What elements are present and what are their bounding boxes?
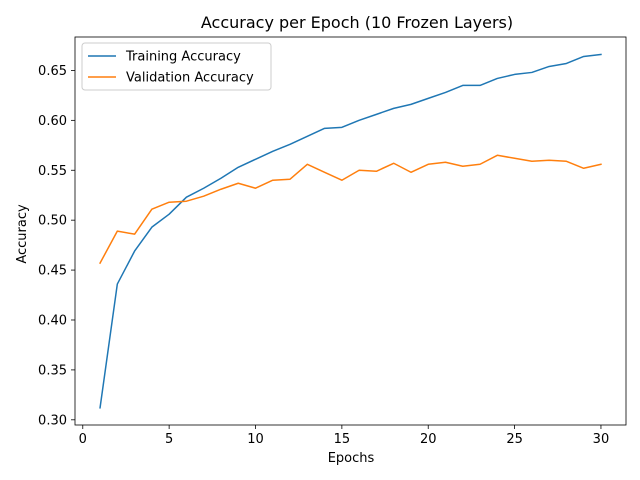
series-line-training-accuracy (99, 53, 602, 409)
y-tick-label: 0.30 (38, 413, 67, 428)
series-line-validation-accuracy (99, 154, 602, 265)
x-tick-label: 0 (79, 432, 87, 447)
plot-frame (74, 36, 627, 426)
x-tick-label: 10 (247, 432, 264, 447)
y-tick-label: 0.35 (38, 363, 67, 378)
y-tick-label: 0.65 (38, 64, 67, 79)
y-axis-label: Accuracy (15, 204, 30, 264)
y-tick-label: 0.60 (38, 114, 67, 129)
x-tick-label: 5 (165, 432, 173, 447)
x-tick-label: 15 (334, 432, 351, 447)
x-tick-label: 30 (593, 432, 610, 447)
y-tick-label: 0.55 (38, 164, 67, 179)
x-tick-label: 25 (506, 432, 523, 447)
y-tick-label: 0.40 (38, 313, 67, 328)
legend-box (81, 42, 272, 91)
legend-label: Validation Accuracy (126, 71, 254, 86)
legend-label: Training Accuracy (125, 50, 241, 65)
x-tick-label: 20 (420, 432, 437, 447)
y-tick-label: 0.45 (38, 264, 67, 279)
plot-area: 0 5 10 15 20 25 30 0.30 0.35 0.40 0.45 0.50 0.55 0.60… (38, 36, 627, 447)
y-tick-label: 0.50 (38, 214, 67, 229)
legend: Training Accuracy Validation Accuracy (81, 42, 272, 91)
x-axis-label: Epochs (328, 451, 375, 466)
chart-title: Accuracy per Epoch (10 Frozen Layers) (201, 13, 513, 32)
